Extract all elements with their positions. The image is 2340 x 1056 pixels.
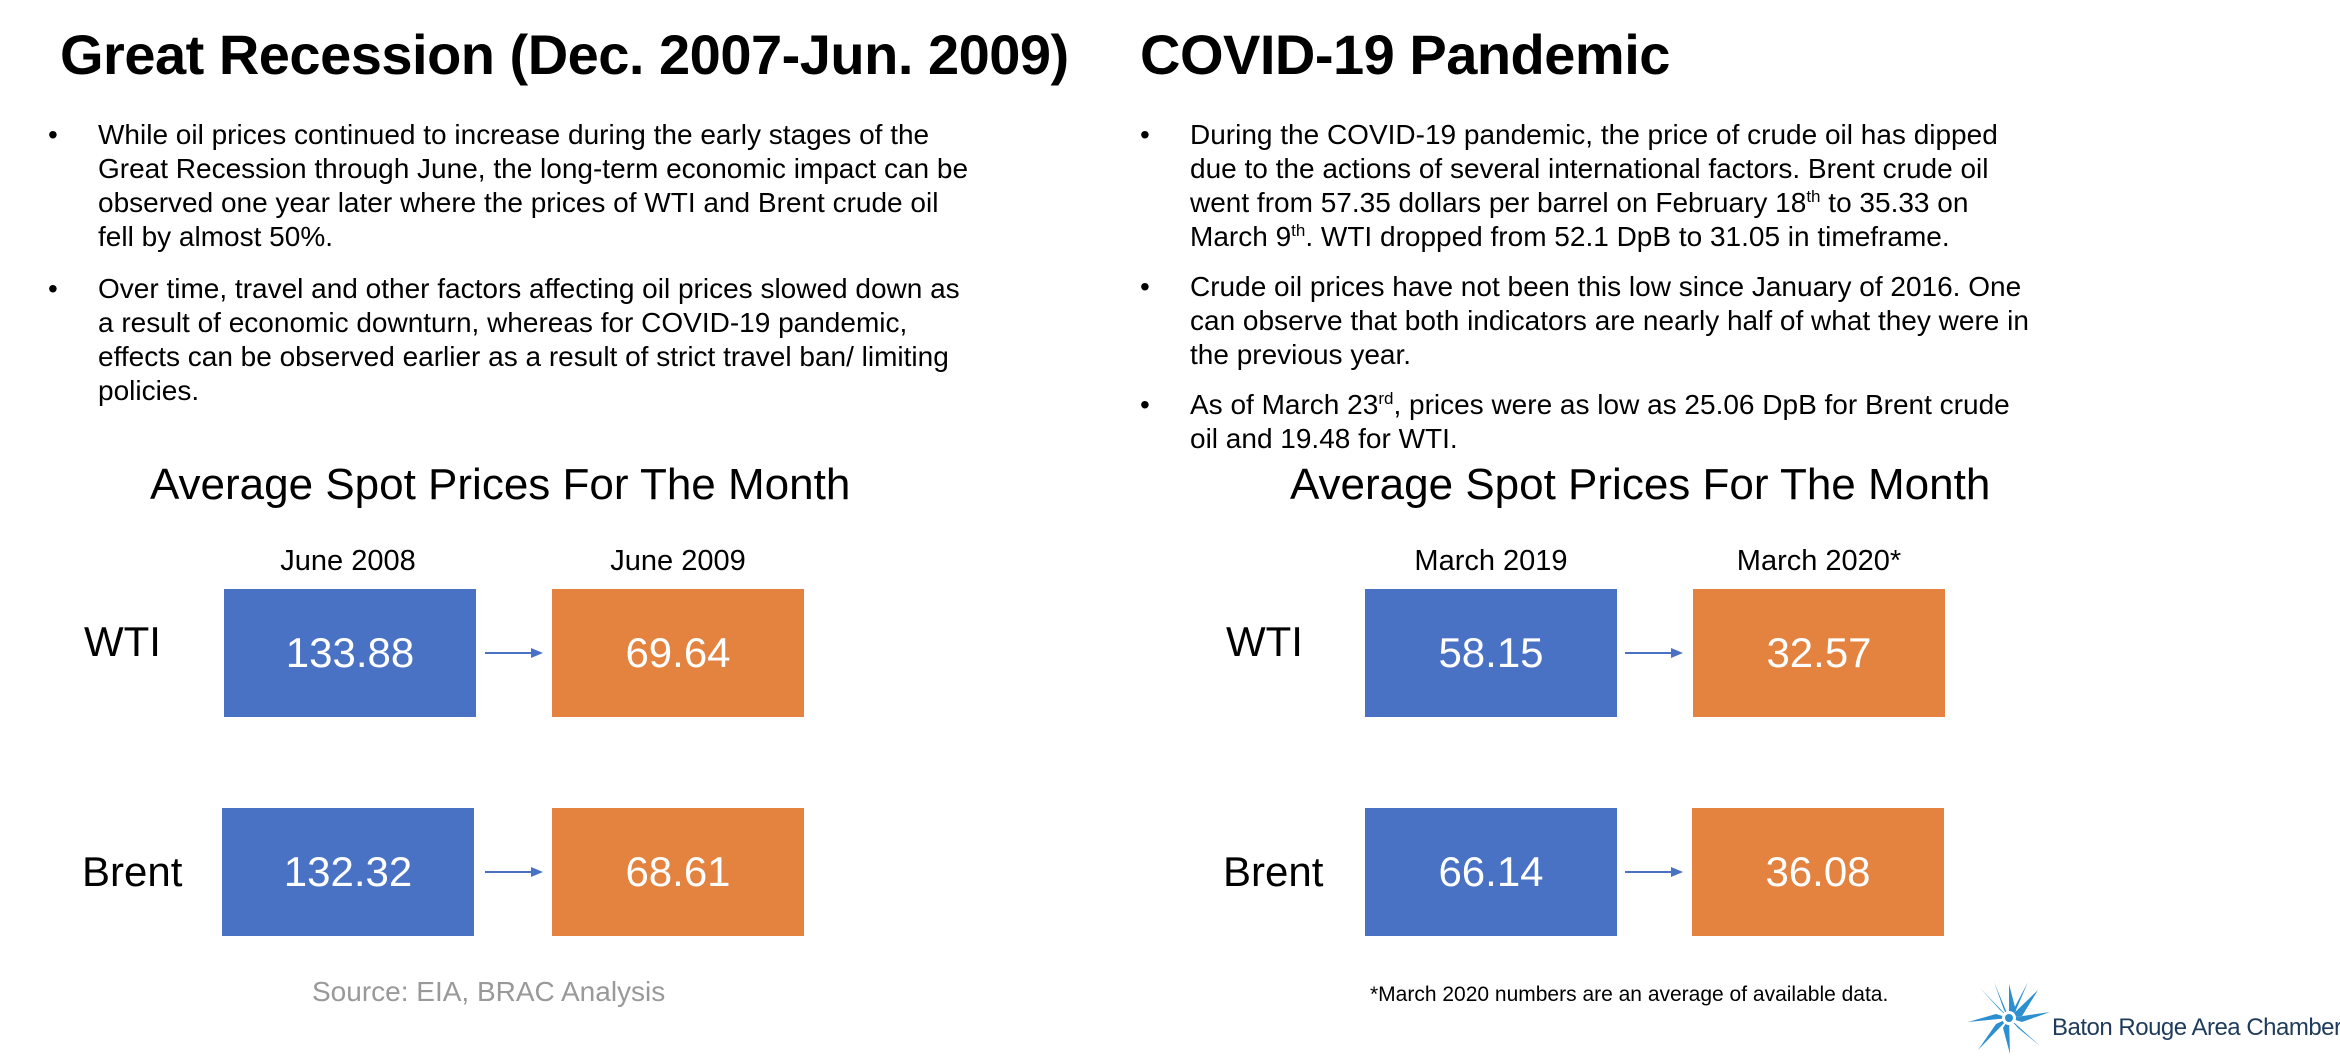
wti-price-after: 32.57: [1693, 589, 1945, 717]
spot-prices-title: Average Spot Prices For The Month: [150, 460, 851, 509]
arrow-right-icon: [1625, 648, 1683, 658]
brent-price-after: 68.61: [552, 808, 804, 936]
spot-prices-title: Average Spot Prices For The Month: [1290, 460, 1991, 509]
covid-heading: COVID-19 Pandemic: [1140, 23, 1670, 86]
covid-bullets: During the COVID-19 pandemic, the price …: [1140, 118, 2040, 472]
arrow-right-icon: [1625, 867, 1683, 877]
brand-name: Baton Rouge Area Chamber®: [2052, 1014, 2340, 1041]
source-note: Source: EIA, BRAC Analysis: [312, 976, 666, 1007]
row-label-brent: Brent: [1223, 848, 1324, 895]
wti-price-before: 58.15: [1365, 589, 1617, 717]
row-label-wti: WTI: [84, 618, 161, 665]
row-label-brent: Brent: [82, 848, 183, 895]
bullet-item: During the COVID-19 pandemic, the price …: [1140, 118, 2040, 254]
brent-price-before: 132.32: [222, 808, 474, 936]
column-header-from: March 2019: [1414, 545, 1568, 577]
column-header-to: March 2020*: [1736, 545, 1902, 577]
covid-panel: COVID-19 Pandemic During the COVID-19 pa…: [1140, 0, 2340, 1050]
column-header-to: June 2009: [610, 545, 746, 577]
wti-price-before: 133.88: [224, 589, 476, 717]
wti-price-after: 69.64: [552, 589, 804, 717]
brent-price-before: 66.14: [1365, 808, 1617, 936]
brent-price-after: 36.08: [1692, 808, 1944, 936]
great-recession-bullets: While oil prices continued to increase d…: [48, 118, 968, 426]
bullet-item: Over time, travel and other factors affe…: [48, 272, 968, 408]
great-recession-heading: Great Recession (Dec. 2007-Jun. 2009): [60, 23, 1069, 86]
row-label-wti: WTI: [1226, 618, 1303, 665]
arrow-right-icon: [485, 648, 543, 658]
starburst-logo-icon: [1968, 982, 2050, 1054]
bullet-item: As of March 23rd, prices were as low as …: [1140, 388, 2040, 456]
bullet-item: While oil prices continued to increase d…: [48, 118, 968, 254]
column-header-from: June 2008: [280, 545, 416, 577]
bullet-item: Crude oil prices have not been this low …: [1140, 270, 2040, 372]
arrow-right-icon: [485, 867, 543, 877]
great-recession-panel: Great Recession (Dec. 2007-Jun. 2009) Wh…: [0, 0, 1140, 1050]
footnote: *March 2020 numbers are an average of av…: [1370, 983, 1889, 1006]
